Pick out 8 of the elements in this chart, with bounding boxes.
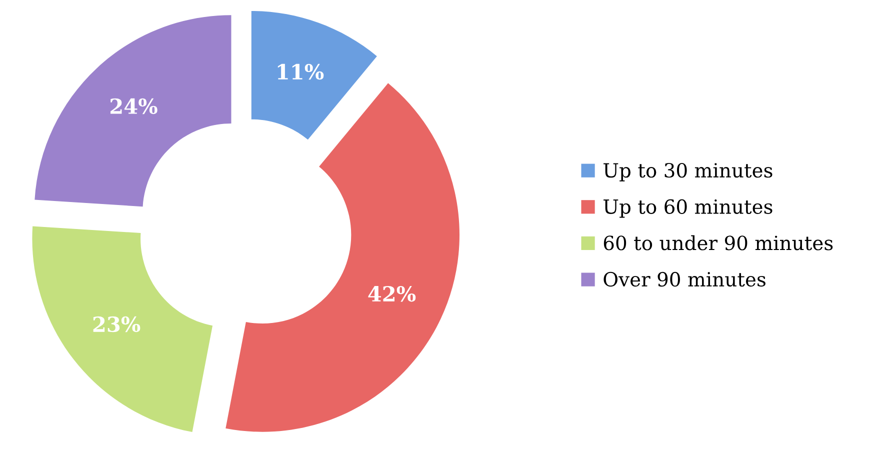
data-label: 23% <box>93 316 140 332</box>
data-label: 24% <box>110 98 158 114</box>
data-label: 42% <box>368 286 416 302</box>
legend-label: 60 to under 90 minutes <box>604 235 833 250</box>
legend-label: Up to 30 minutes <box>604 162 772 182</box>
data-label: 11% <box>278 64 324 80</box>
legend-label: Over 90 minutes <box>604 272 766 287</box>
legend-label: Up to 60 minutes <box>604 199 772 218</box>
